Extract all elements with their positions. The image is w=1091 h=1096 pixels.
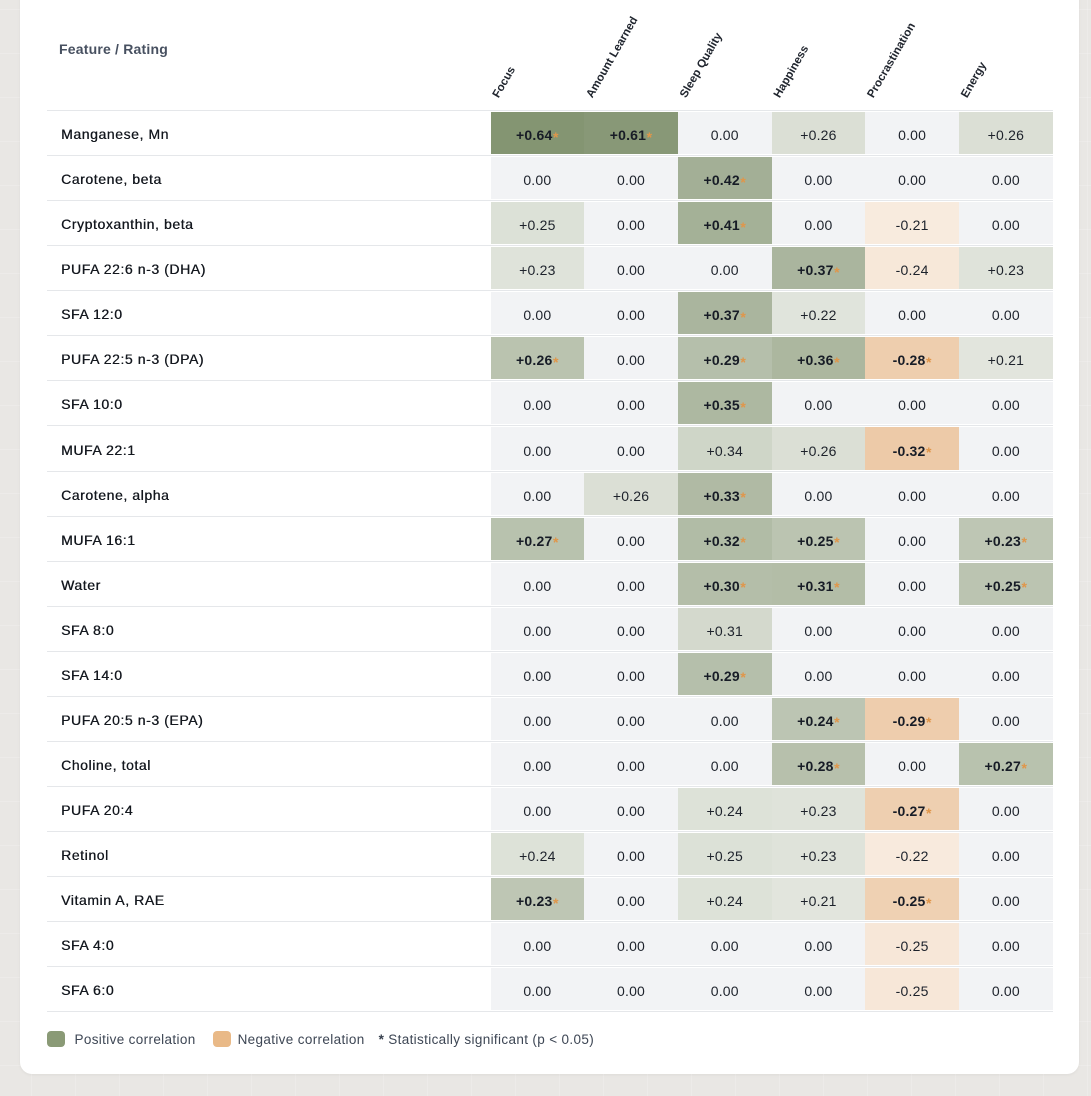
svg-text:Energy: Energy [959, 60, 989, 100]
svg-text:Procrastination: Procrastination [866, 21, 919, 100]
svg-text:Focus: Focus [491, 65, 518, 100]
svg-text:Amount Learned: Amount Learned [584, 15, 640, 100]
svg-text:Happiness: Happiness [772, 44, 811, 100]
svg-text:Sleep Quality: Sleep Quality [678, 30, 725, 100]
